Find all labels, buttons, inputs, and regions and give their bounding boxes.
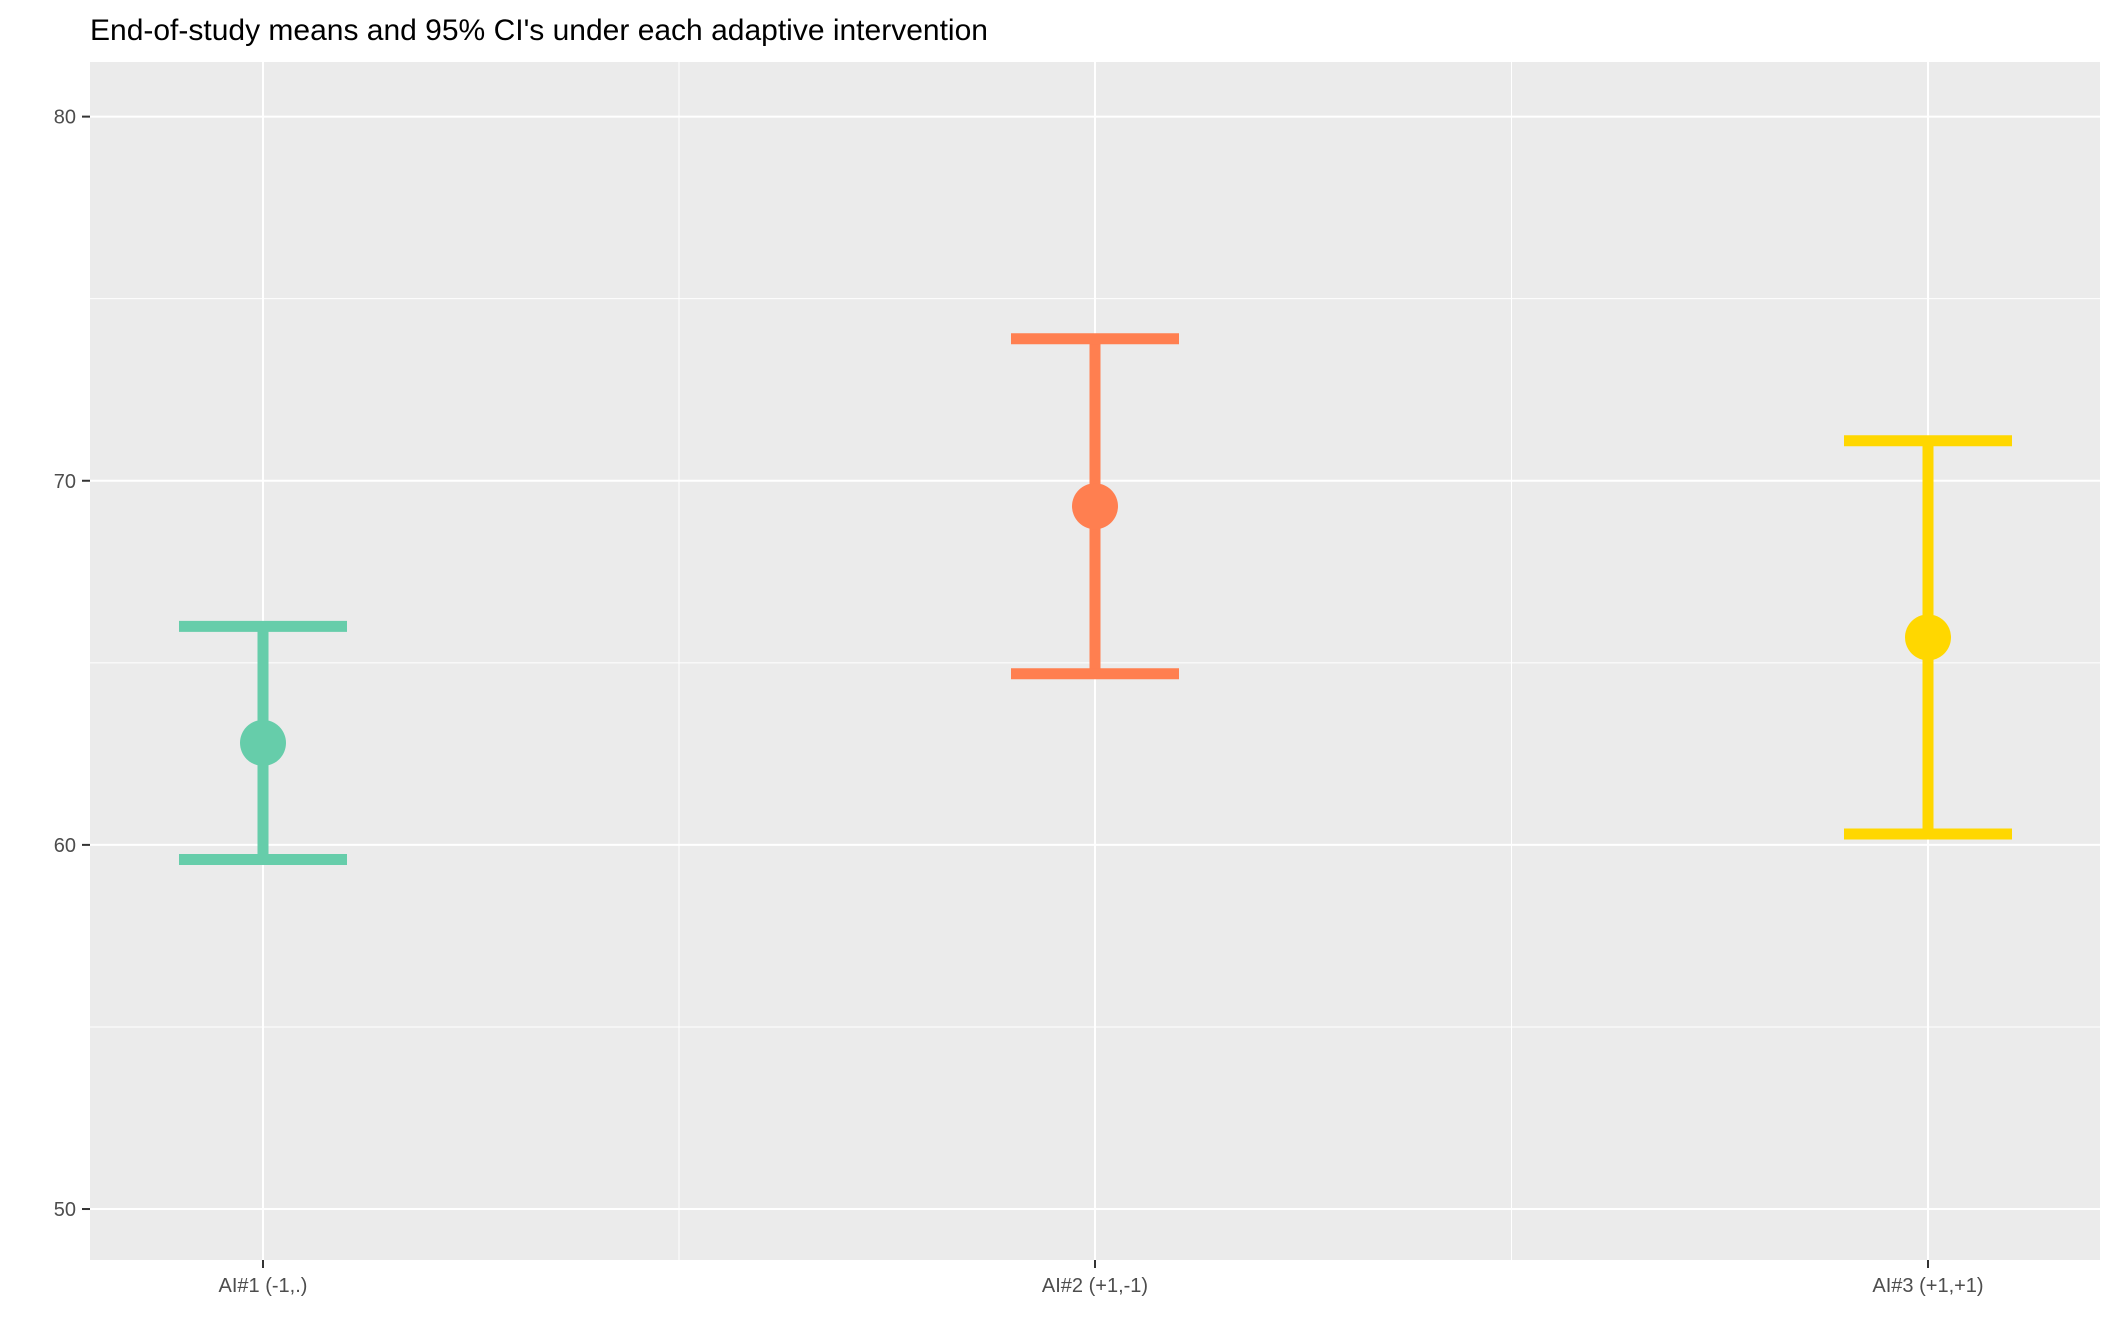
x-tick-label: AI#2 (+1,-1) xyxy=(1042,1275,1148,1297)
axes: 50 60 70 80 AI#1 (-1,.) AI#2 (+1,-1) AI#3 (+1,… xyxy=(54,107,1984,1297)
y-tick-label: 50 xyxy=(54,1199,76,1221)
data-marks xyxy=(179,333,2012,865)
x-tick-label: AI#1 (-1,.) xyxy=(219,1275,308,1297)
mean-point xyxy=(1905,614,1951,661)
mean-point xyxy=(240,719,286,766)
mean-point xyxy=(1072,483,1118,530)
y-tick-label: 60 xyxy=(54,835,76,857)
x-tick-label: AI#3 (+1,+1) xyxy=(1872,1275,1983,1297)
y-tick-label: 70 xyxy=(54,471,76,493)
y-tick-label: 80 xyxy=(54,107,76,129)
chart-title: End-of-study means and 95% CI's under ea… xyxy=(90,14,988,47)
